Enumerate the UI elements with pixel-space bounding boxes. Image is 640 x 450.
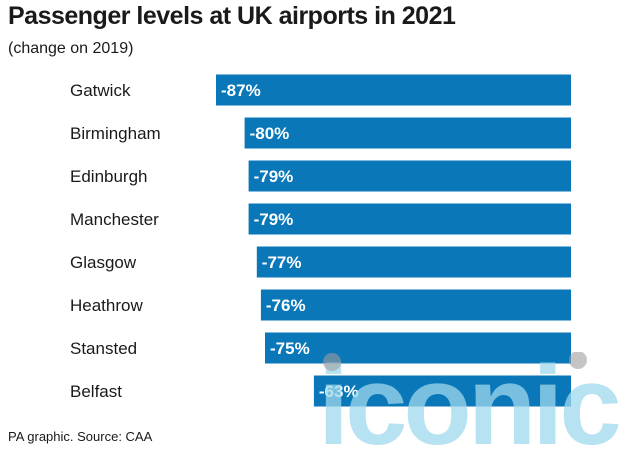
value-label-birmingham: -80% <box>250 124 290 143</box>
value-label-glasgow: -77% <box>262 253 302 272</box>
category-label-heathrow: Heathrow <box>70 296 143 315</box>
value-label-edinburgh: -79% <box>254 167 294 186</box>
category-label-birmingham: Birmingham <box>70 124 161 143</box>
bar-birmingham <box>244 117 571 149</box>
category-label-manchester: Manchester <box>70 210 159 229</box>
category-label-glasgow: Glasgow <box>70 253 137 272</box>
category-label-gatwick: Gatwick <box>70 81 131 100</box>
category-label-edinburgh: Edinburgh <box>70 167 148 186</box>
bar-glasgow <box>256 246 571 278</box>
bar-edinburgh <box>248 160 571 192</box>
chart-subtitle: (change on 2019) <box>8 40 134 57</box>
category-label-stansted: Stansted <box>70 339 137 358</box>
category-label-belfast: Belfast <box>70 382 122 401</box>
value-label-heathrow: -76% <box>266 296 306 315</box>
value-label-manchester: -79% <box>254 210 294 229</box>
value-label-belfast: -63% <box>319 382 359 401</box>
source-note: PA graphic. Source: CAA <box>8 429 153 444</box>
bar-stansted <box>265 332 571 364</box>
chart-title: Passenger levels at UK airports in 2021 <box>8 2 456 30</box>
value-label-stansted: -75% <box>270 339 310 358</box>
bar-gatwick <box>216 74 571 106</box>
bar-belfast <box>313 375 571 407</box>
bar-heathrow <box>260 289 571 321</box>
bar-manchester <box>248 203 571 235</box>
value-label-gatwick: -87% <box>221 81 261 100</box>
